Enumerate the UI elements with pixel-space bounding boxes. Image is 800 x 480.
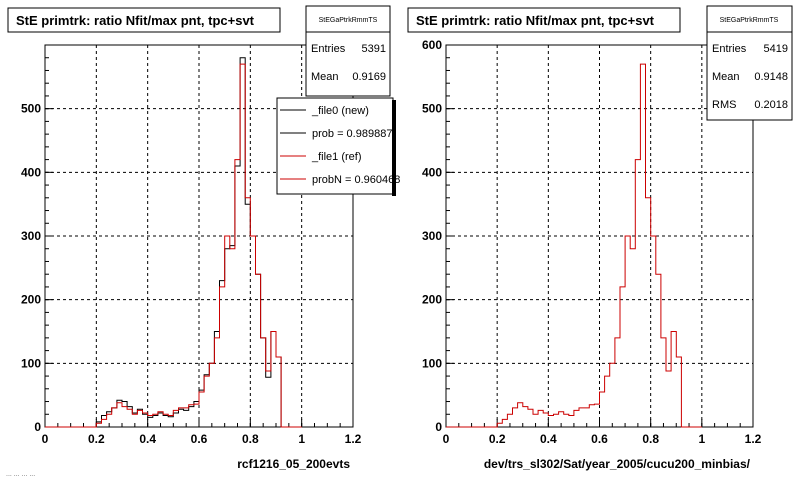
y-tick-label: 0	[34, 420, 41, 434]
chart-title: StE primtrk: ratio Nfit/max pnt, tpc+svt	[16, 13, 255, 28]
y-tick-label: 200	[422, 293, 442, 307]
x-tick-labels: 0 0.2 0.4 0.6 0.8 1 1.2	[42, 432, 362, 446]
x-tick-labels: 0 0.2 0.4 0.6 0.8 1 1.2	[443, 432, 762, 446]
x-tick-label: 1	[298, 432, 305, 446]
x-tick-label: 0	[443, 432, 450, 446]
series-layer	[45, 57, 302, 428]
stats-mean-label: Mean	[712, 71, 740, 83]
y-tick-label: 300	[21, 229, 41, 243]
stats-entries-value: 5419	[764, 43, 788, 55]
legend-entry-3: probN = 0.960468	[312, 174, 400, 186]
x-axis-label: dev/trs_sl302/Sat/year_2005/cucu200_minb…	[484, 457, 751, 471]
y-tick-label: 500	[422, 102, 442, 116]
series-layer	[446, 63, 702, 428]
y-tick-label: 600	[422, 38, 442, 52]
x-tick-label: 0.2	[88, 432, 105, 446]
legend-entry-0: _file0 (new)	[311, 105, 369, 117]
legend-entry-2: _file1 (ref)	[311, 151, 362, 163]
x-tick-label: 1.2	[345, 432, 362, 446]
y-tick-label: 100	[422, 356, 442, 370]
stats-box	[706, 5, 793, 121]
y-tick-labels: 0 100 200 300 400 500	[21, 102, 41, 434]
histogram-series-0	[446, 63, 702, 428]
y-tick-label: 400	[422, 165, 442, 179]
stats-entries-value: 5391	[362, 43, 386, 55]
title-box	[7, 7, 281, 33]
footer-text: ... ... ... ...	[6, 471, 35, 478]
y-tick-label: 200	[21, 293, 41, 307]
x-tick-label: 0.6	[191, 432, 208, 446]
grid	[44, 44, 354, 428]
x-tick-label: 0	[42, 432, 49, 446]
x-tick-label: 0.8	[242, 432, 259, 446]
y-tick-label: 400	[21, 165, 41, 179]
y-tick-label: 300	[422, 229, 442, 243]
stats-mean-label: Mean	[311, 71, 339, 83]
histogram-series-1	[45, 63, 302, 428]
y-tick-label: 100	[21, 356, 41, 370]
x-tick-label: 1	[698, 432, 705, 446]
stats-entries-label: Entries	[712, 43, 747, 55]
title-box	[407, 7, 681, 33]
x-tick-label: 0.4	[139, 432, 156, 446]
stats-mean-value: 0.9169	[352, 71, 386, 83]
x-tick-label: 0.4	[540, 432, 557, 446]
stats-rms-label: RMS	[712, 99, 736, 111]
x-tick-label: 1.2	[745, 432, 762, 446]
stats-header: StEGaPtrkRmmTS	[720, 17, 779, 24]
histogram-panel-left: StE primtrk: ratio Nfit/max pnt, tpc+svt…	[6, 5, 400, 478]
legend-box	[276, 97, 394, 195]
stats-box	[305, 5, 391, 97]
legend-shadow	[392, 100, 396, 196]
x-tick-label: 0.6	[591, 432, 608, 446]
stats-rms-value: 0.2018	[754, 99, 788, 111]
histogram-panel-right: StE primtrk: ratio Nfit/max pnt, tpc+svt…	[407, 5, 793, 471]
stats-mean-value: 0.9148	[754, 71, 788, 83]
y-tick-label: 500	[21, 102, 41, 116]
chart-title: StE primtrk: ratio Nfit/max pnt, tpc+svt	[416, 13, 655, 28]
stats-header: StEGaPtrkRmmTS	[319, 17, 378, 24]
stats-entries-label: Entries	[311, 43, 346, 55]
x-tick-label: 0.8	[642, 432, 659, 446]
y-tick-labels: 0 100 200 300 400 500 600	[422, 38, 442, 434]
legend-entry-1: prob = 0.989887	[312, 128, 392, 140]
x-tick-label: 0.2	[489, 432, 506, 446]
y-tick-label: 0	[435, 420, 442, 434]
x-axis-label: rcf1216_05_200evts	[237, 457, 350, 471]
